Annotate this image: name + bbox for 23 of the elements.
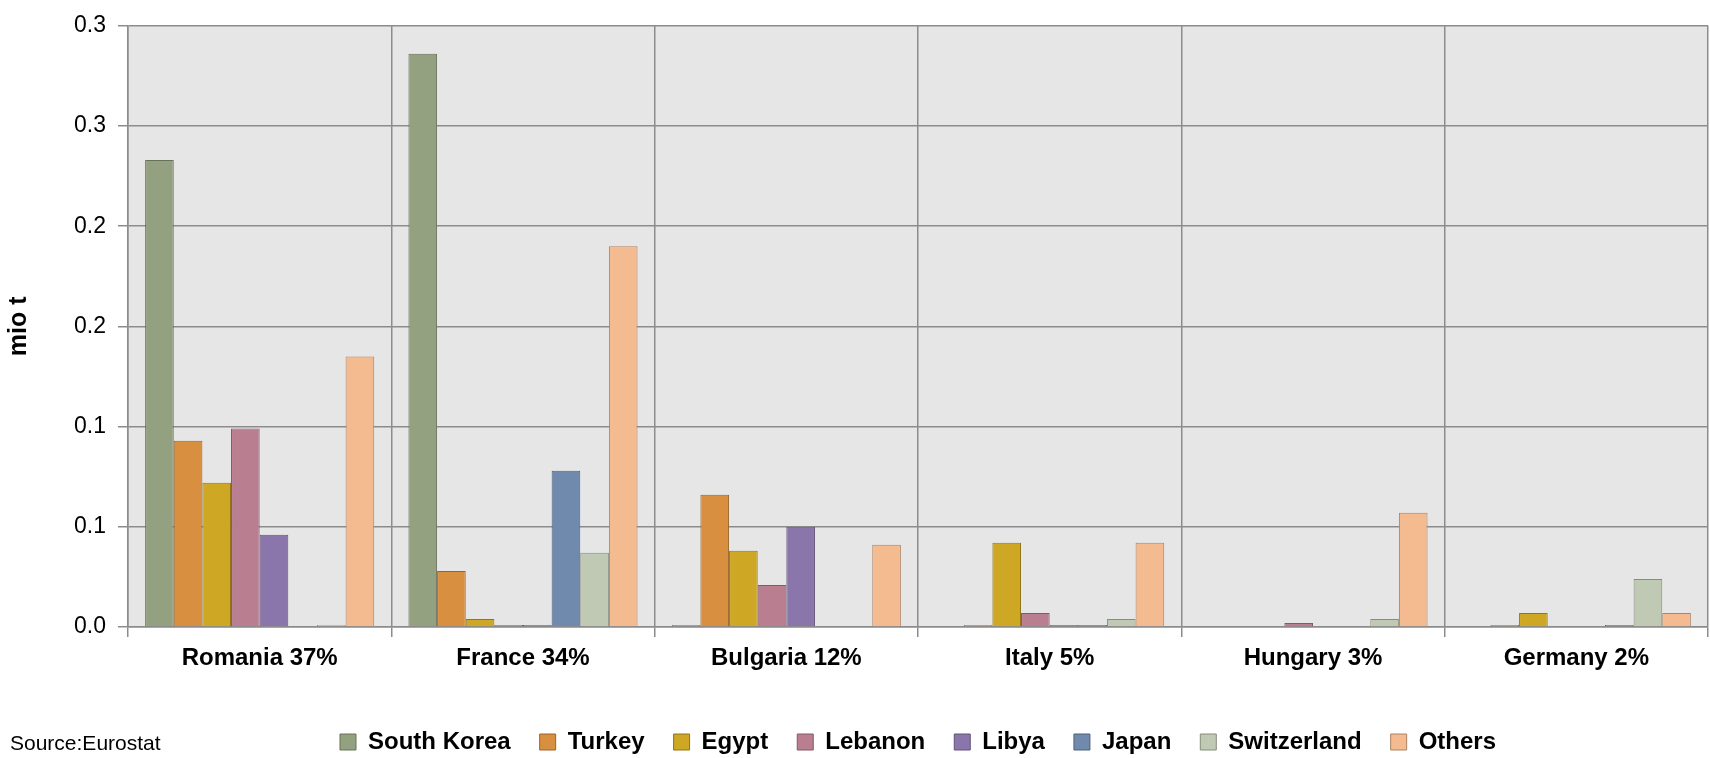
legend-label: Others [1418,726,1497,754]
legend-label: Switzerland [1228,726,1362,754]
x-tick-label: Germany 2% [1503,643,1650,671]
legend-label: Lebanon [825,726,926,754]
legend-label: South Korea [367,726,512,754]
y-tick-label: 0.2 [74,211,106,238]
x-tick-label: Italy 5% [1004,643,1095,671]
legend-label: Japan [1101,726,1172,754]
y-tick-label: 0.2 [74,311,106,338]
y-tick-label: 0.3 [74,11,106,38]
y-axis-title: mio t [2,295,31,357]
x-tick-label: Hungary 3% [1243,643,1383,671]
y-tick-label: 0.3 [74,111,106,138]
x-tick-label: Romania 37% [181,643,338,671]
legend-label: Libya [982,726,1046,754]
y-tick-label: 0.1 [74,411,106,438]
source-note: Source:Eurostat [10,731,161,755]
y-tick-label: 0.0 [74,612,106,639]
legend-label: Turkey [567,726,646,754]
x-tick-label: Bulgaria 12% [710,643,862,671]
x-tick-label: France 34% [456,643,590,671]
y-tick-label: 0.1 [74,512,106,539]
legend-label: Egypt [701,726,769,754]
